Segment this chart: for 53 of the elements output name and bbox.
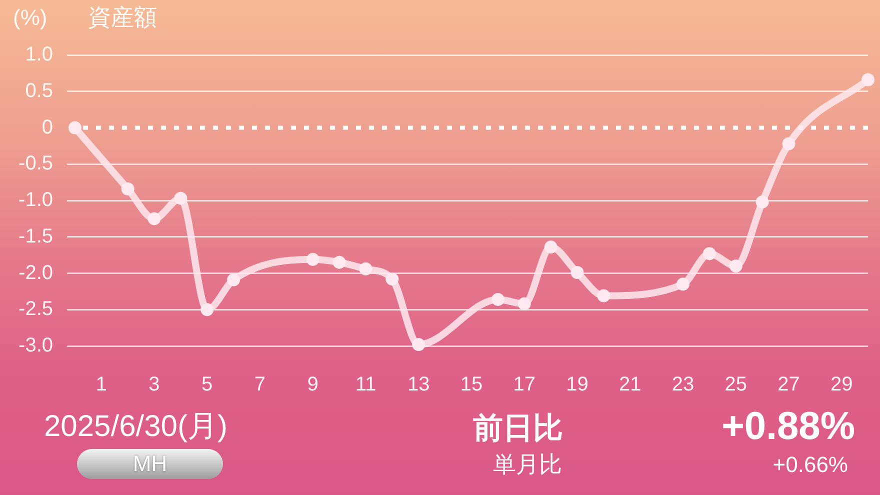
point: [597, 289, 610, 302]
point: [412, 338, 426, 352]
x-tick-label: 19: [566, 374, 588, 396]
x-tick-label: 29: [830, 374, 853, 396]
point: [200, 303, 214, 316]
text: 2025/6/30(月): [44, 410, 228, 443]
chart-title: 資産額: [88, 4, 157, 30]
point: [491, 292, 504, 306]
y-tick-label: 1.0: [25, 44, 53, 66]
y-tick-label: -1.0: [18, 189, 53, 212]
x-tick-label: 11: [355, 374, 376, 396]
x-tick-label: 5: [202, 374, 213, 396]
text: 単月比: [493, 451, 562, 478]
x-tick-label: 3: [148, 374, 160, 396]
x-tick-label: 9: [307, 374, 318, 396]
y-tick-label: -1.5: [18, 225, 53, 248]
point: [306, 252, 320, 266]
x-tick-label: 1: [96, 374, 107, 396]
point: [386, 272, 399, 286]
point: [544, 240, 558, 254]
x-tick-label: 21: [618, 374, 642, 396]
x-tick-label: 13: [407, 374, 430, 396]
y-tick-label: -2.5: [18, 298, 53, 320]
y-tick-label: -3.0: [18, 334, 53, 357]
point: [227, 273, 240, 286]
point: [332, 256, 346, 269]
point: [121, 182, 134, 196]
point: [148, 212, 161, 226]
x-tick-label: 25: [724, 374, 747, 396]
text: +0.66%: [772, 452, 848, 478]
text: 前日比: [473, 412, 563, 445]
point: [756, 195, 769, 208]
point: [862, 73, 875, 86]
y-tick-label: -2.0: [18, 262, 53, 284]
point: [676, 278, 690, 291]
point: [702, 247, 716, 260]
y-tick-label: 0.5: [25, 80, 53, 102]
point: [518, 297, 531, 310]
y-tick-label: 0: [42, 116, 53, 138]
x-tick-label: 23: [672, 374, 694, 396]
point: [782, 137, 796, 150]
y-axis-title: (%): [13, 5, 48, 30]
point: [359, 262, 372, 276]
x-tick-label: 17: [513, 374, 536, 396]
point: [174, 192, 188, 205]
y-tick-label: -0.5: [18, 152, 53, 175]
x-tick-label: 27: [778, 374, 800, 396]
point: [68, 121, 82, 134]
x-tick-label: 15: [460, 374, 483, 396]
x-tick-label: 7: [254, 374, 266, 396]
text: +0.88%: [722, 405, 855, 449]
point: [570, 266, 584, 280]
point: [729, 259, 742, 272]
